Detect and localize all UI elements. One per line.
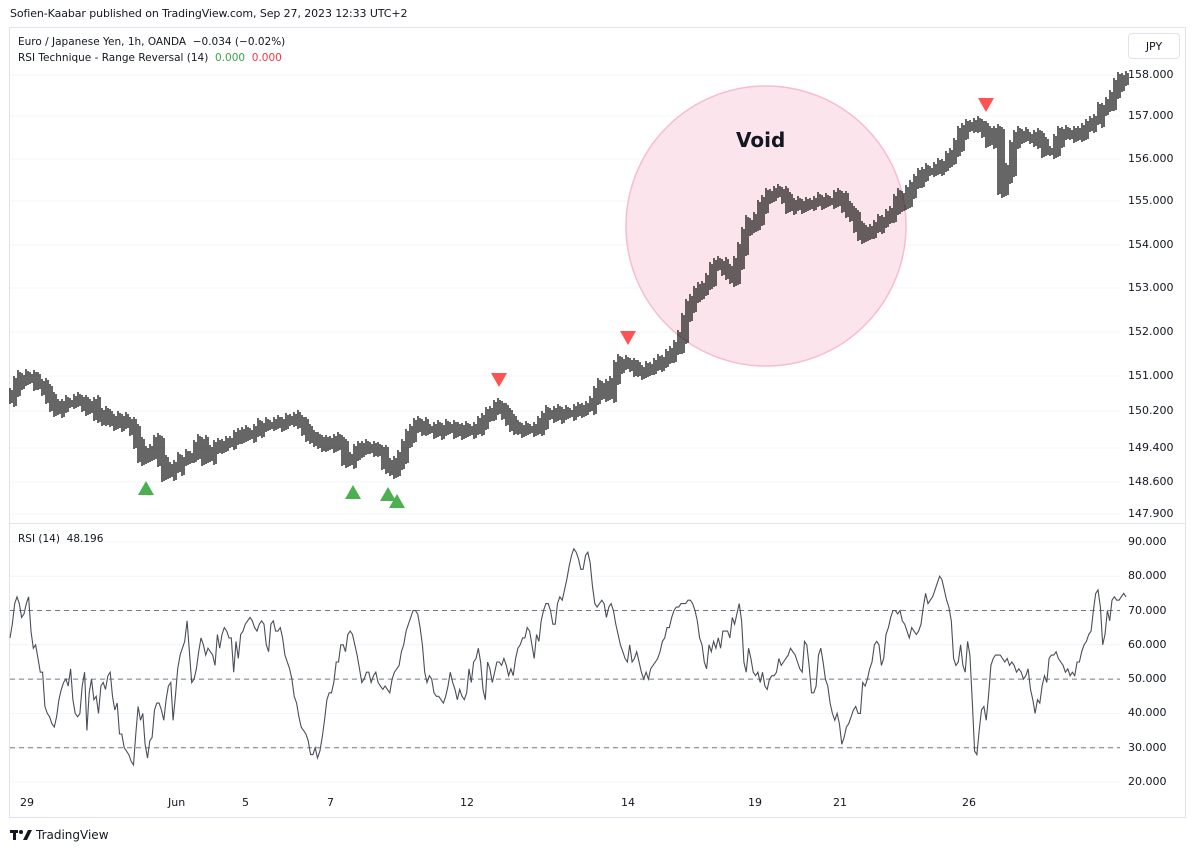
rsi-tick-label: 70.000	[1128, 603, 1167, 617]
rsi-tick-label: 90.000	[1128, 534, 1167, 548]
buy-signal-arrow-icon	[380, 487, 396, 501]
time-tick-label: Jun	[168, 796, 186, 809]
rsi-tick-label: 80.000	[1128, 569, 1167, 583]
currency-button[interactable]: JPY	[1128, 33, 1180, 59]
time-tick-label: 21	[833, 796, 847, 809]
price-tick-label: 155.000	[1128, 194, 1174, 207]
pane-separator[interactable]	[9, 523, 1186, 524]
sell-signal-arrow-icon	[491, 373, 507, 387]
time-tick-label: 12	[460, 796, 474, 809]
indicator-value-sell: 0.000	[251, 52, 282, 64]
publisher-line: Sofien-Kaabar published on TradingView.c…	[10, 7, 408, 20]
time-tick-label: 29	[20, 796, 34, 809]
rsi-tick-label: 20.000	[1128, 775, 1167, 788]
time-tick-label: 19	[748, 796, 762, 809]
rsi-name: RSI (14)	[18, 533, 60, 545]
symbol-legend[interactable]: Euro / Japanese Yen, 1h, OANDA −0.034 (−…	[18, 36, 285, 48]
price-tick-label: 150.200	[1128, 404, 1174, 417]
indicator-legend[interactable]: RSI Technique - Range Reversal (14) 0.00…	[18, 52, 282, 64]
buy-signal-arrow-icon	[389, 494, 405, 508]
price-tick-label: 149.400	[1128, 441, 1174, 454]
tradingview-brand[interactable]: TradingView	[10, 828, 109, 842]
time-tick-label: 7	[327, 796, 334, 809]
rsi-legend[interactable]: RSI (14) 48.196	[18, 533, 103, 545]
rsi-tick-label: 30.000	[1128, 740, 1167, 754]
time-tick-label: 14	[621, 796, 635, 809]
rsi-value: 48.196	[66, 533, 104, 545]
price-tick-label: 152.000	[1128, 325, 1174, 338]
indicator-value-buy: 0.000	[215, 52, 246, 64]
symbol-name: Euro / Japanese Yen, 1h, OANDA	[18, 36, 187, 48]
sell-signal-arrow-icon	[620, 331, 636, 345]
price-tick-label: 157.000	[1128, 109, 1174, 122]
symbol-change: −0.034 (−0.02%)	[192, 36, 286, 48]
rsi-tick-label: 60.000	[1128, 637, 1167, 651]
rsi-tick-label: 50.000	[1128, 672, 1167, 686]
price-tick-label: 153.000	[1128, 281, 1174, 294]
tradingview-logo-icon	[10, 830, 32, 840]
buy-signal-arrow-icon	[345, 485, 361, 499]
price-tick-label: 148.600	[1128, 475, 1174, 488]
price-tick-label: 156.000	[1128, 152, 1174, 165]
buy-signal-arrow-icon	[138, 481, 154, 495]
sell-signal-arrow-icon	[978, 98, 994, 112]
price-tick-label: 158.000	[1128, 68, 1174, 81]
indicator-name: RSI Technique - Range Reversal (14)	[18, 52, 209, 64]
time-tick-label: 5	[242, 796, 249, 809]
rsi-line	[9, 547, 1127, 767]
price-tick-label: 151.000	[1128, 369, 1174, 382]
void-annotation-label[interactable]: Void	[736, 128, 786, 152]
rsi-tick-label: 40.000	[1128, 706, 1167, 720]
price-tick-label: 147.900	[1128, 507, 1174, 520]
brand-name: TradingView	[36, 828, 109, 842]
price-tick-label: 154.000	[1128, 238, 1174, 251]
time-tick-label: 26	[962, 796, 976, 809]
